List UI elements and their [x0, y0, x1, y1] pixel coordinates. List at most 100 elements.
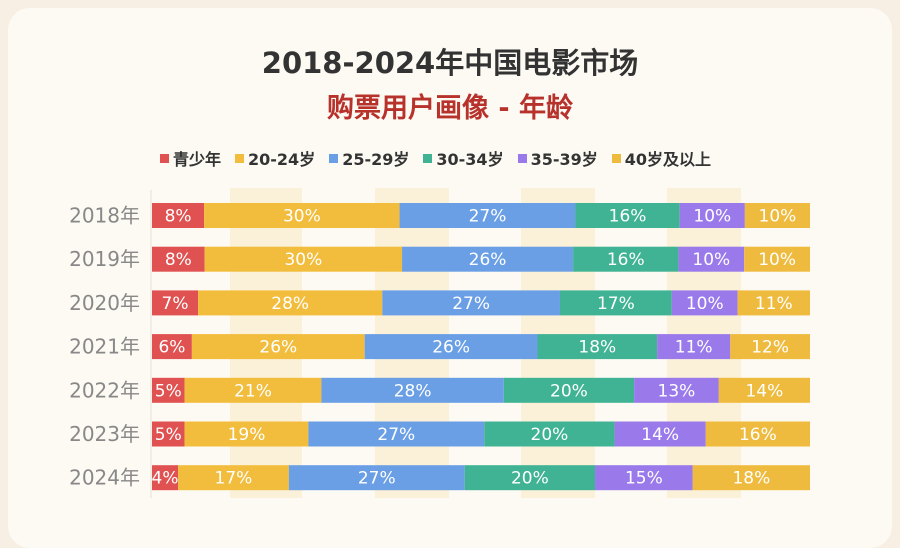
data-label: 10% — [693, 207, 731, 227]
bar-segment — [198, 290, 383, 316]
data-label: 27% — [358, 469, 396, 489]
data-label: 18% — [578, 338, 616, 358]
bar-segment — [730, 334, 810, 360]
data-label: 27% — [469, 207, 507, 227]
data-label: 30% — [283, 207, 321, 227]
bar-segment — [634, 377, 719, 403]
legend-swatch — [329, 153, 339, 163]
data-label: 30% — [284, 250, 322, 270]
data-label: 5% — [155, 381, 182, 401]
data-label: 11% — [755, 294, 793, 314]
bar-segment — [484, 421, 615, 447]
legend-label: 20-24岁 — [248, 150, 316, 169]
bar-segment — [503, 377, 635, 403]
legend-item: 40岁及以上 — [611, 146, 712, 170]
legend: 青少年 20-24岁 25-29岁 30-34岁 35-39岁 40岁及以上 — [160, 146, 711, 170]
bar-segment — [308, 421, 485, 447]
legend-swatch — [160, 153, 169, 163]
bar-segment — [152, 290, 199, 316]
bar-segment — [321, 377, 504, 403]
y-tick-label: 2023年 — [69, 422, 140, 446]
data-label: 10% — [686, 294, 724, 314]
legend-item: 青少年 — [160, 146, 221, 170]
data-label: 10% — [692, 250, 730, 270]
data-label: 28% — [394, 381, 432, 401]
data-label: 8% — [165, 250, 192, 270]
data-label: 27% — [377, 425, 415, 445]
bar-segment — [614, 421, 706, 447]
data-label: 16% — [607, 250, 645, 270]
legend-item: 20-24岁 — [235, 146, 315, 170]
data-label: 6% — [158, 338, 185, 358]
y-tick-label: 2018年 — [69, 204, 140, 228]
data-label: 11% — [675, 338, 713, 358]
bar-segment — [573, 246, 679, 272]
legend-label: 青少年 — [173, 150, 222, 169]
legend-swatch — [611, 153, 621, 163]
bar-segment — [718, 377, 810, 403]
data-label: 18% — [732, 469, 770, 489]
bar-segment — [152, 377, 185, 403]
bar-segment — [692, 465, 810, 491]
data-label: 20% — [511, 469, 549, 489]
bar-segment — [382, 290, 560, 316]
legend-label: 40岁及以上 — [624, 150, 712, 169]
data-label: 16% — [739, 425, 777, 445]
data-label: 17% — [597, 294, 635, 314]
legend-swatch — [517, 153, 527, 163]
bar-segment — [204, 246, 403, 272]
y-tick-label: 2024年 — [69, 466, 140, 490]
legend-label: 35-39岁 — [530, 150, 598, 169]
legend-label: 25-29岁 — [342, 150, 410, 169]
data-label: 26% — [259, 338, 297, 358]
data-label: 15% — [625, 469, 663, 489]
data-label: 26% — [432, 338, 470, 358]
bar-segment — [744, 203, 810, 228]
data-label: 5% — [155, 425, 182, 445]
bar-segment — [184, 377, 322, 403]
bar-segment — [184, 421, 309, 447]
bar-segment — [178, 465, 289, 491]
data-label: 20% — [550, 381, 588, 401]
bar-segment — [152, 203, 205, 228]
legend-label: 30-34岁 — [436, 150, 504, 169]
bar-segment — [288, 465, 465, 491]
data-label: 12% — [751, 338, 789, 358]
data-label: 14% — [745, 381, 783, 401]
bar-segment — [595, 465, 693, 491]
data-label: 8% — [165, 207, 192, 227]
bar-segment — [679, 203, 745, 228]
bar-segment — [152, 246, 205, 272]
bar-segment — [744, 246, 810, 272]
bar-segment — [678, 246, 745, 272]
data-label: 27% — [452, 294, 490, 314]
data-label: 10% — [759, 207, 797, 227]
bar-segment — [537, 334, 658, 360]
bar-segment — [152, 465, 179, 491]
bar-segment — [559, 290, 672, 316]
bar-segment — [402, 246, 574, 272]
legend-item: 30-34岁 — [423, 146, 504, 170]
y-tick-label: 2020年 — [69, 291, 140, 315]
data-label: 14% — [641, 425, 679, 445]
bar-segment — [152, 421, 185, 447]
y-tick-label: 2019年 — [69, 247, 140, 271]
bar-segment — [191, 334, 365, 360]
data-label: 21% — [234, 381, 272, 401]
data-label: 19% — [228, 425, 266, 445]
data-label: 4% — [152, 469, 179, 489]
legend-swatch — [423, 153, 433, 163]
chart-title: 2018-2024年中国电影市场 — [261, 46, 639, 80]
bar-segment — [464, 465, 596, 491]
bar-segment — [399, 203, 576, 228]
data-label: 20% — [531, 425, 569, 445]
y-tick-label: 2021年 — [69, 335, 140, 359]
data-label: 16% — [609, 207, 647, 227]
y-tick-label: 2022年 — [69, 378, 140, 402]
bar-segment — [575, 203, 680, 228]
bar-segment — [364, 334, 538, 360]
data-label: 13% — [658, 381, 696, 401]
chart-plot: 2018年 8% 30% 27% 16% 10% 10% 2019年 8% 30% 26% 16% 10… — [69, 188, 810, 498]
bar-segment — [671, 290, 738, 316]
bar-segment — [657, 334, 731, 360]
